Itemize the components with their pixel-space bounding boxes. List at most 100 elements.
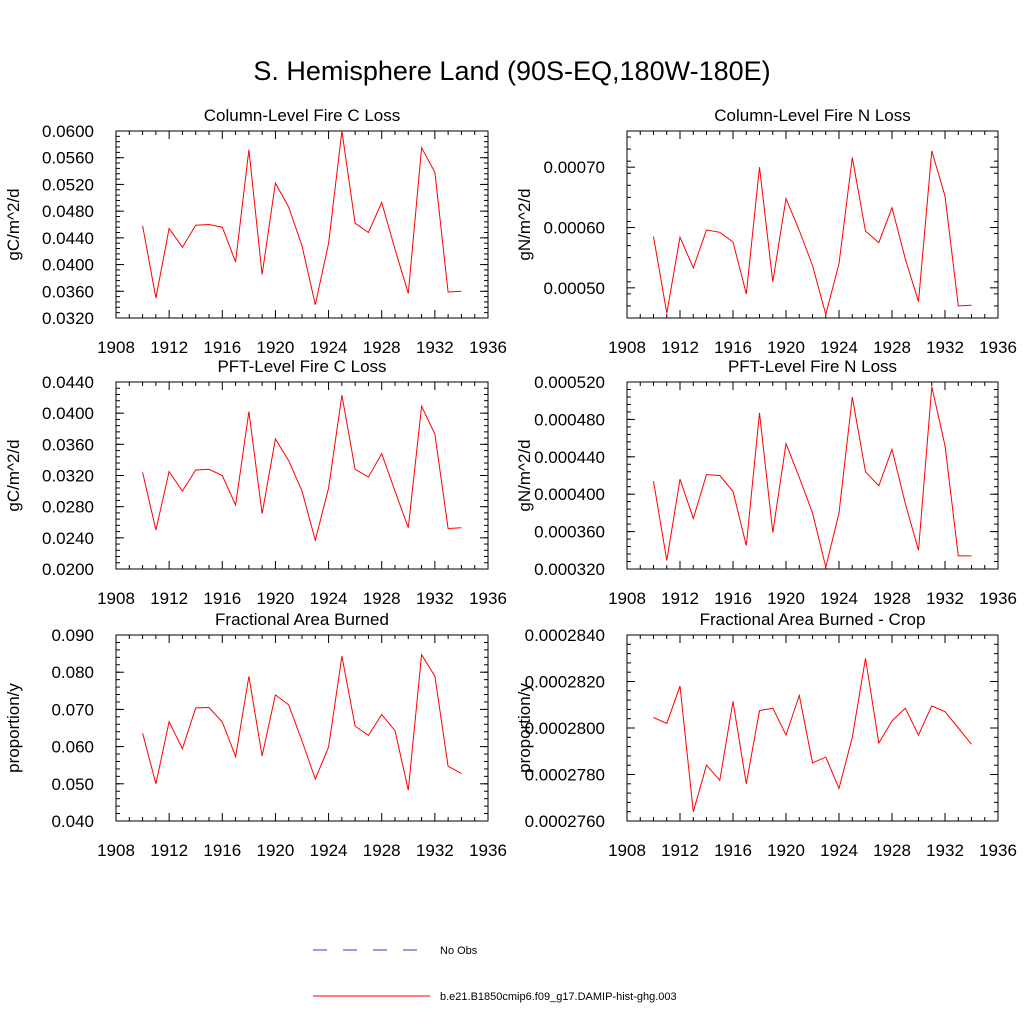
x-tick-label: 1912 xyxy=(661,589,699,608)
chart-panel-2: 1908 1912 1916 1920 1924 1928 1932 1936 0.00050 0… xyxy=(515,106,1017,357)
y-tick-label: 0.0280 xyxy=(42,498,94,517)
plot-frame xyxy=(626,130,999,319)
x-tick-label: 1932 xyxy=(926,841,964,860)
y-tick-label: 0.00070 xyxy=(544,158,605,177)
plot-frame xyxy=(626,381,999,570)
x-tick-label: 1936 xyxy=(979,589,1017,608)
x-tick-label: 1924 xyxy=(310,841,348,860)
y-tick-label: 0.0560 xyxy=(42,149,94,168)
y-tick-label: 0.0480 xyxy=(42,202,94,221)
series-line xyxy=(653,658,972,812)
y-tick-label: 0.0400 xyxy=(42,404,94,423)
x-tick-label: 1924 xyxy=(310,589,348,608)
y-axis-label: gC/m^2/d xyxy=(4,188,23,260)
x-tick-label: 1916 xyxy=(203,589,241,608)
y-tick-label: 0.0240 xyxy=(42,529,94,548)
plot-frame xyxy=(626,634,999,822)
x-tick-label: 1916 xyxy=(203,841,241,860)
y-tick-label: 0.000320 xyxy=(534,560,605,579)
y-tick-label: 0.070 xyxy=(51,700,94,719)
x-tick-label: 1920 xyxy=(257,589,295,608)
x-tick-label: 1916 xyxy=(203,338,241,357)
panel-title: Column-Level Fire N Loss xyxy=(714,106,911,125)
series-line xyxy=(142,130,462,305)
x-tick-label: 1932 xyxy=(416,338,454,357)
panel-title: Column-Level Fire C Loss xyxy=(204,106,401,125)
panel-title: Fractional Area Burned xyxy=(215,610,389,629)
series-line xyxy=(653,386,972,568)
x-tick-label: 1924 xyxy=(820,841,858,860)
x-tick-label: 1908 xyxy=(97,338,135,357)
x-tick-label: 1920 xyxy=(767,589,805,608)
y-tick-label: 0.000400 xyxy=(534,485,605,504)
series-line xyxy=(653,150,972,317)
y-tick-label: 0.0440 xyxy=(42,373,94,392)
y-tick-label: 0.0200 xyxy=(42,560,94,579)
x-tick-label: 1912 xyxy=(661,841,699,860)
y-tick-label: 0.0600 xyxy=(42,122,94,141)
x-tick-label: 1936 xyxy=(469,589,507,608)
x-tick-label: 1928 xyxy=(873,589,911,608)
x-tick-label: 1912 xyxy=(661,338,699,357)
x-tick-label: 1932 xyxy=(926,589,964,608)
x-tick-label: 1932 xyxy=(416,589,454,608)
series-line xyxy=(142,653,462,791)
y-tick-label: 0.000360 xyxy=(534,523,605,542)
y-axis-label: gN/m^2/d xyxy=(515,439,534,511)
y-axis-label: proportion/y xyxy=(4,683,23,773)
x-tick-label: 1936 xyxy=(979,841,1017,860)
x-tick-label: 1928 xyxy=(363,589,401,608)
chart-panel-4: 1908 1912 1916 1920 1924 1928 1932 1936 0.000320… xyxy=(515,357,1017,608)
chart-panel-3: 1908 1912 1916 1920 1924 1928 1932 1936 0.0200 0.… xyxy=(4,357,507,608)
y-axis-label: proportion/y xyxy=(515,683,534,773)
y-tick-label: 0.0320 xyxy=(42,309,94,328)
y-axis-label: gC/m^2/d xyxy=(4,439,23,511)
panel-title: PFT-Level Fire N Loss xyxy=(728,357,897,376)
legend-label-no-obs: No Obs xyxy=(440,945,478,957)
legend: No Obs b.e21.B1850cmip6.f09_g17.DAMIP-hi… xyxy=(313,945,677,1003)
x-tick-label: 1928 xyxy=(363,338,401,357)
x-tick-label: 1912 xyxy=(150,841,188,860)
y-tick-label: 0.060 xyxy=(51,738,94,757)
x-tick-label: 1908 xyxy=(97,589,135,608)
y-tick-label: 0.0360 xyxy=(42,435,94,454)
x-tick-label: 1920 xyxy=(257,338,295,357)
x-tick-label: 1912 xyxy=(150,589,188,608)
x-tick-label: 1920 xyxy=(767,338,805,357)
x-tick-label: 1932 xyxy=(926,338,964,357)
main-title: S. Hemisphere Land (90S-EQ,180W-180E) xyxy=(253,56,771,86)
x-tick-label: 1932 xyxy=(416,841,454,860)
x-tick-label: 1928 xyxy=(873,338,911,357)
y-axis-label: gN/m^2/d xyxy=(515,188,534,260)
y-tick-label: 0.00060 xyxy=(544,219,605,238)
x-tick-label: 1924 xyxy=(820,589,858,608)
y-tick-label: 0.090 xyxy=(51,626,94,645)
x-tick-label: 1924 xyxy=(820,338,858,357)
y-tick-label: 0.0002840 xyxy=(525,626,605,645)
y-tick-label: 0.0360 xyxy=(42,282,94,301)
series-line xyxy=(142,395,462,543)
x-tick-label: 1920 xyxy=(257,841,295,860)
y-tick-label: 0.0320 xyxy=(42,467,94,486)
y-tick-label: 0.0002760 xyxy=(525,812,605,831)
x-tick-label: 1928 xyxy=(363,841,401,860)
plot-frame xyxy=(115,130,489,319)
y-tick-label: 0.0440 xyxy=(42,229,94,248)
x-tick-label: 1916 xyxy=(714,338,752,357)
y-tick-label: 0.0002780 xyxy=(525,766,605,785)
x-tick-label: 1936 xyxy=(979,338,1017,357)
chart-panel-5: 1908 1912 1916 1920 1924 1928 1932 1936 0.040 0.0… xyxy=(4,610,507,860)
panel-title: Fractional Area Burned - Crop xyxy=(700,610,926,629)
y-tick-label: 0.0400 xyxy=(42,256,94,275)
panels: 1908 1912 1916 1920 1924 1928 1932 1936 0.0320 0.… xyxy=(4,106,1017,860)
panel-title: PFT-Level Fire C Loss xyxy=(217,357,386,376)
y-tick-label: 0.00050 xyxy=(544,279,605,298)
y-tick-label: 0.080 xyxy=(51,663,94,682)
chart-panel-6: 1908 1912 1916 1920 1924 1928 1932 1936 0.000276… xyxy=(515,610,1017,860)
x-tick-label: 1936 xyxy=(469,338,507,357)
y-tick-label: 0.0002800 xyxy=(525,719,605,738)
x-tick-label: 1920 xyxy=(767,841,805,860)
x-tick-label: 1908 xyxy=(97,841,135,860)
y-tick-label: 0.050 xyxy=(51,775,94,794)
